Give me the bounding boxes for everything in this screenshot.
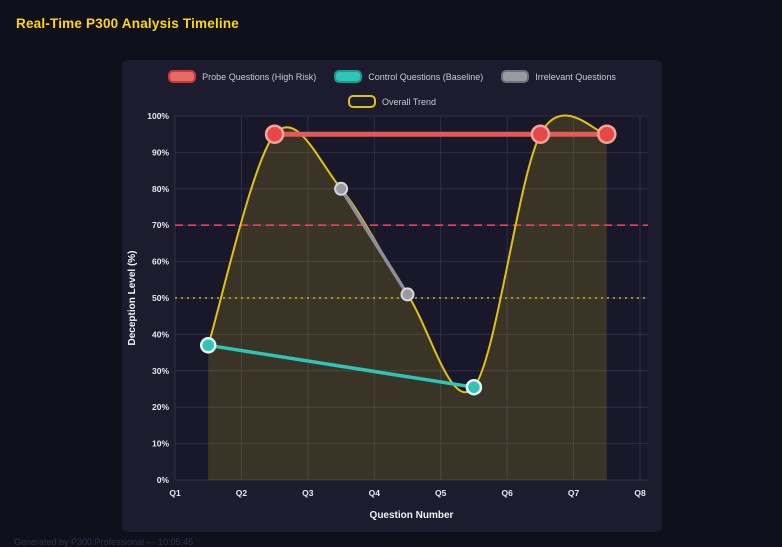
data-point-control-questions[interactable] <box>465 378 483 396</box>
y-tick-label: 70% <box>152 220 169 230</box>
data-point-irrelevant-questions[interactable] <box>334 181 349 196</box>
legend-label: Overall Trend <box>381 96 437 107</box>
data-point-control-questions[interactable] <box>199 337 217 354</box>
y-tick-label: 50% <box>152 293 169 303</box>
data-point-probe-questions[interactable] <box>530 124 551 144</box>
x-tick-label: Q2 <box>236 488 248 498</box>
y-tick-label: 40% <box>152 329 169 339</box>
y-tick-label: 20% <box>152 402 169 412</box>
series-line-control-questions <box>206 343 476 389</box>
page-title: Real-Time P300 Analysis Timeline <box>16 16 240 31</box>
legend-item-overall-trend[interactable]: Overall Trend <box>347 95 437 108</box>
x-tick-label: Q1 <box>169 488 181 498</box>
legend-item-probe-questions[interactable]: Probe Questions (High Risk) <box>168 70 316 83</box>
series-line-irrelevant-questions <box>339 187 410 297</box>
legend-label: Control Questions (Baseline) <box>368 71 484 82</box>
legend-marker-irrelevant-questions <box>501 70 530 83</box>
legend-marker-probe-questions <box>168 70 197 83</box>
y-axis-title: Deception Level (%) <box>127 250 138 345</box>
p300-timeline-chart: 0% 10% 20% 30% 40% 50% 60% 70% 80% 90% 100% Q1 Q2 Q3 Q… <box>127 111 648 521</box>
chart-panel: Probe Questions (High Risk) Control Quest… <box>122 60 662 532</box>
footer-caption: Generated by P300 Professional — 10:05:4… <box>14 537 194 547</box>
data-point-probe-questions[interactable] <box>264 124 285 144</box>
data-point-irrelevant-questions[interactable] <box>400 287 415 302</box>
y-tick-label: 10% <box>152 439 169 449</box>
legend-marker-control-questions <box>334 70 363 83</box>
data-point-probe-questions[interactable] <box>597 124 617 144</box>
y-tick-label: 90% <box>152 147 169 157</box>
x-tick-label: Q8 <box>634 488 646 498</box>
y-tick-label: 30% <box>152 366 169 376</box>
legend-item-irrelevant-questions[interactable]: Irrelevant Questions <box>501 70 616 83</box>
y-tick-label: 100% <box>147 111 169 121</box>
legend-marker-overall-trend <box>347 95 376 108</box>
y-tick-label: 0% <box>157 475 170 485</box>
legend-item-control-questions[interactable]: Control Questions (Baseline) <box>334 70 483 83</box>
x-tick-label: Q3 <box>302 488 314 498</box>
x-tick-label: Q5 <box>435 488 447 498</box>
x-tick-label: Q7 <box>568 488 580 498</box>
legend-label: Probe Questions (High Risk) <box>202 71 317 82</box>
legend-label: Irrelevant Questions <box>535 71 616 82</box>
y-tick-label: 80% <box>152 184 169 194</box>
x-axis-title: Question Number <box>370 510 454 521</box>
chart-legend: Probe Questions (High Risk) Control Quest… <box>122 60 662 108</box>
y-tick-label: 60% <box>152 257 169 267</box>
x-tick-label: Q6 <box>501 488 513 498</box>
x-tick-label: Q4 <box>369 488 381 498</box>
